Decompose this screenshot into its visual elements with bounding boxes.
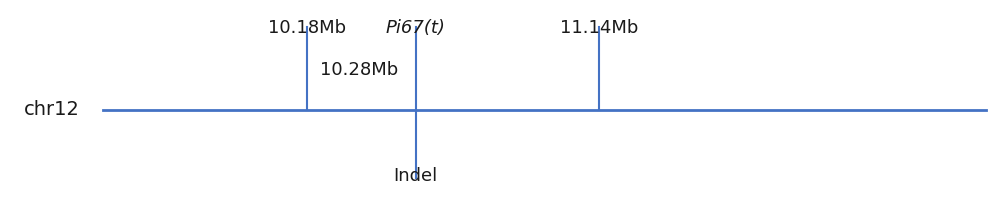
Text: chr12: chr12 bbox=[24, 100, 80, 119]
Text: 10.18Mb: 10.18Mb bbox=[268, 19, 346, 37]
Text: 10.28Mb: 10.28Mb bbox=[320, 61, 398, 79]
Text: Pi67(t): Pi67(t) bbox=[386, 19, 446, 37]
Text: 11.14Mb: 11.14Mb bbox=[560, 19, 638, 37]
Text: Indel: Indel bbox=[394, 167, 438, 185]
